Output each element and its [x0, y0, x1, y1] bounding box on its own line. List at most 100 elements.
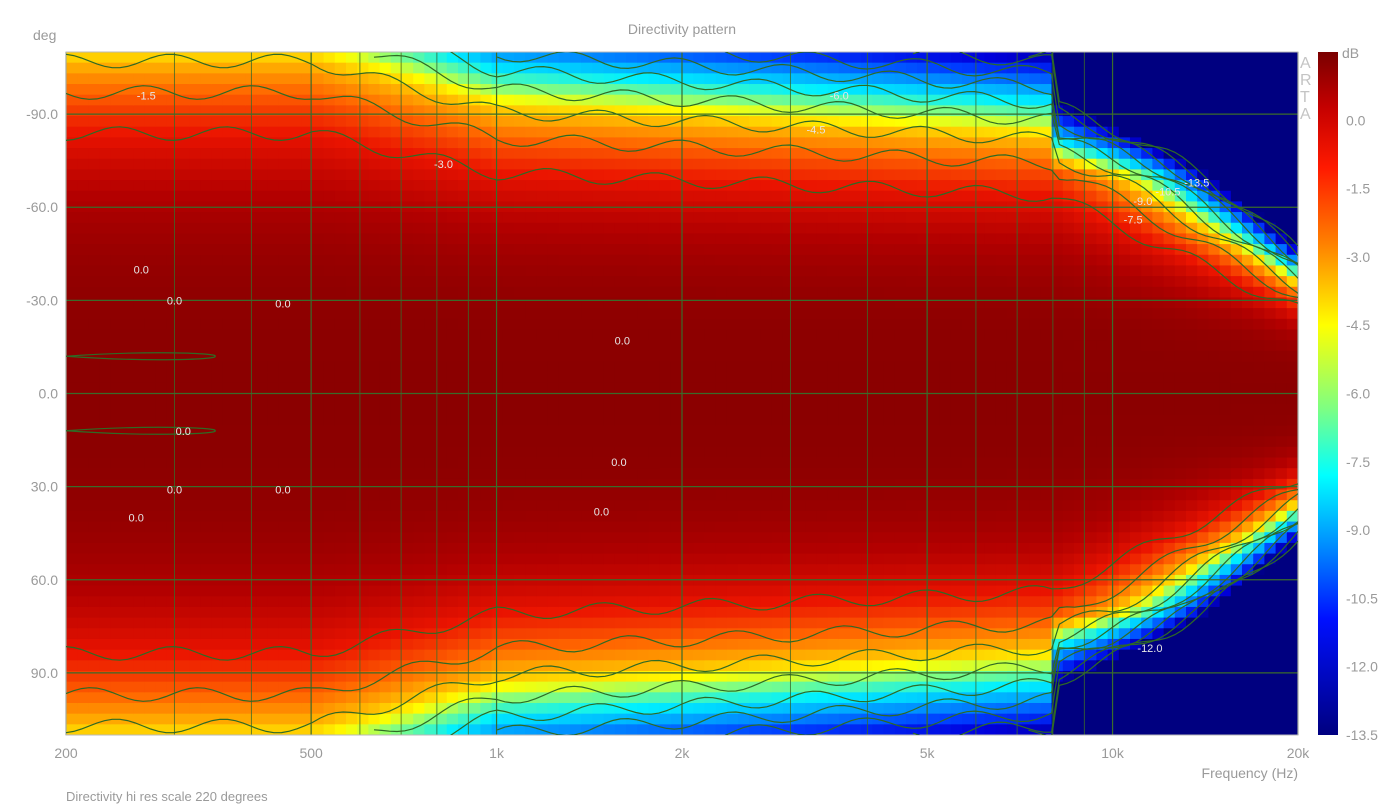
heatmap-cell — [278, 254, 291, 267]
heatmap-cell — [648, 702, 661, 715]
heatmap-cell — [99, 521, 112, 533]
heatmap-cell — [110, 318, 123, 331]
heatmap-cell — [357, 585, 369, 597]
heatmap-cell — [211, 244, 224, 256]
heatmap-cell — [200, 564, 213, 576]
heatmap-cell — [872, 414, 885, 427]
heatmap-cell — [838, 222, 851, 235]
heatmap-cell — [122, 553, 134, 565]
heatmap-cell — [603, 137, 616, 149]
heatmap-cell — [603, 681, 616, 693]
heatmap-cell — [166, 265, 179, 277]
heatmap-cell — [88, 617, 101, 629]
heatmap-cell — [514, 564, 526, 576]
heatmap-cell — [402, 105, 414, 117]
heatmap-cell — [659, 436, 672, 448]
heatmap-cell — [155, 73, 168, 85]
heatmap-cell — [581, 265, 593, 277]
heatmap-cell — [346, 393, 358, 405]
heatmap-cell — [413, 382, 425, 395]
heatmap-cell — [883, 436, 896, 448]
heatmap-cell — [357, 489, 369, 501]
heatmap-cell — [536, 372, 549, 384]
heatmap-cell — [301, 222, 313, 235]
heatmap-cell — [771, 532, 784, 544]
heatmap-cell — [682, 478, 694, 491]
heatmap-cell — [827, 436, 840, 448]
heatmap-cell — [66, 468, 78, 480]
heatmap-cell — [894, 148, 907, 160]
heatmap-cell — [469, 681, 481, 693]
heatmap-cell — [88, 542, 101, 555]
heatmap-cell — [357, 692, 369, 704]
heatmap-cell — [346, 169, 358, 181]
heatmap-cell — [446, 244, 459, 256]
heatmap-cell — [637, 478, 649, 491]
heatmap-cell — [670, 329, 683, 341]
heatmap-cell — [850, 148, 862, 160]
heatmap-cell — [894, 489, 907, 501]
heatmap-cell — [390, 660, 403, 672]
heatmap-cell — [659, 702, 672, 715]
heatmap-cell — [122, 212, 134, 224]
heatmap-cell — [682, 94, 694, 106]
heatmap-cell — [424, 254, 437, 267]
heatmap-cell — [435, 52, 448, 64]
heatmap-cell — [659, 308, 672, 320]
heatmap-cell — [738, 404, 750, 416]
heatmap-cell — [189, 681, 201, 693]
heatmap-cell — [312, 596, 325, 608]
heatmap-cell — [536, 489, 549, 501]
heatmap-cell — [390, 233, 403, 245]
heatmap-cell — [738, 382, 750, 395]
heatmap-cell — [491, 382, 504, 395]
heatmap-cell — [670, 649, 683, 661]
heatmap-cell — [144, 425, 157, 437]
heatmap-cell — [200, 638, 213, 651]
heatmap-cell — [738, 212, 750, 224]
heatmap-cell — [256, 606, 269, 619]
heatmap-cell — [547, 617, 560, 629]
heatmap-cell — [872, 436, 885, 448]
heatmap-cell — [738, 158, 750, 170]
heatmap-cell — [278, 702, 291, 715]
heatmap-cell — [749, 52, 761, 64]
heatmap-cell — [379, 180, 392, 192]
heatmap-cell — [144, 286, 157, 299]
heatmap-cell — [346, 329, 358, 341]
heatmap-cell — [368, 574, 381, 587]
heatmap-cell — [323, 660, 336, 672]
heatmap-cell — [368, 468, 381, 480]
heatmap-cell — [872, 457, 885, 469]
heatmap-cell — [547, 73, 560, 85]
heatmap-cell — [301, 244, 313, 256]
heatmap-cell — [346, 702, 358, 715]
heatmap-cell — [469, 606, 481, 619]
heatmap-cell — [693, 62, 705, 74]
heatmap-cell — [525, 702, 537, 715]
heatmap-cell — [110, 510, 123, 523]
heatmap-cell — [323, 212, 336, 224]
heatmap-cell — [592, 244, 605, 256]
heatmap-cell — [234, 628, 246, 640]
heatmap-cell — [189, 628, 201, 640]
heatmap-cell — [525, 340, 537, 352]
heatmap-cell — [525, 404, 537, 416]
heatmap-cell — [816, 670, 829, 683]
heatmap-cell — [648, 489, 661, 501]
heatmap-cell — [581, 340, 593, 352]
heatmap-cell — [200, 660, 213, 672]
heatmap-cell — [648, 84, 661, 96]
heatmap-cell — [894, 73, 907, 85]
heatmap-cell — [357, 126, 369, 138]
heatmap-cell — [99, 340, 112, 352]
heatmap-cell — [424, 233, 437, 245]
heatmap-cell — [413, 553, 425, 565]
heatmap-cell — [570, 500, 582, 512]
heatmap-cell — [659, 446, 672, 459]
heatmap-cell — [704, 724, 717, 735]
heatmap-cell — [558, 276, 571, 288]
heatmap-cell — [491, 713, 504, 725]
heatmap-cell — [301, 596, 313, 608]
heatmap-cell — [581, 318, 593, 331]
